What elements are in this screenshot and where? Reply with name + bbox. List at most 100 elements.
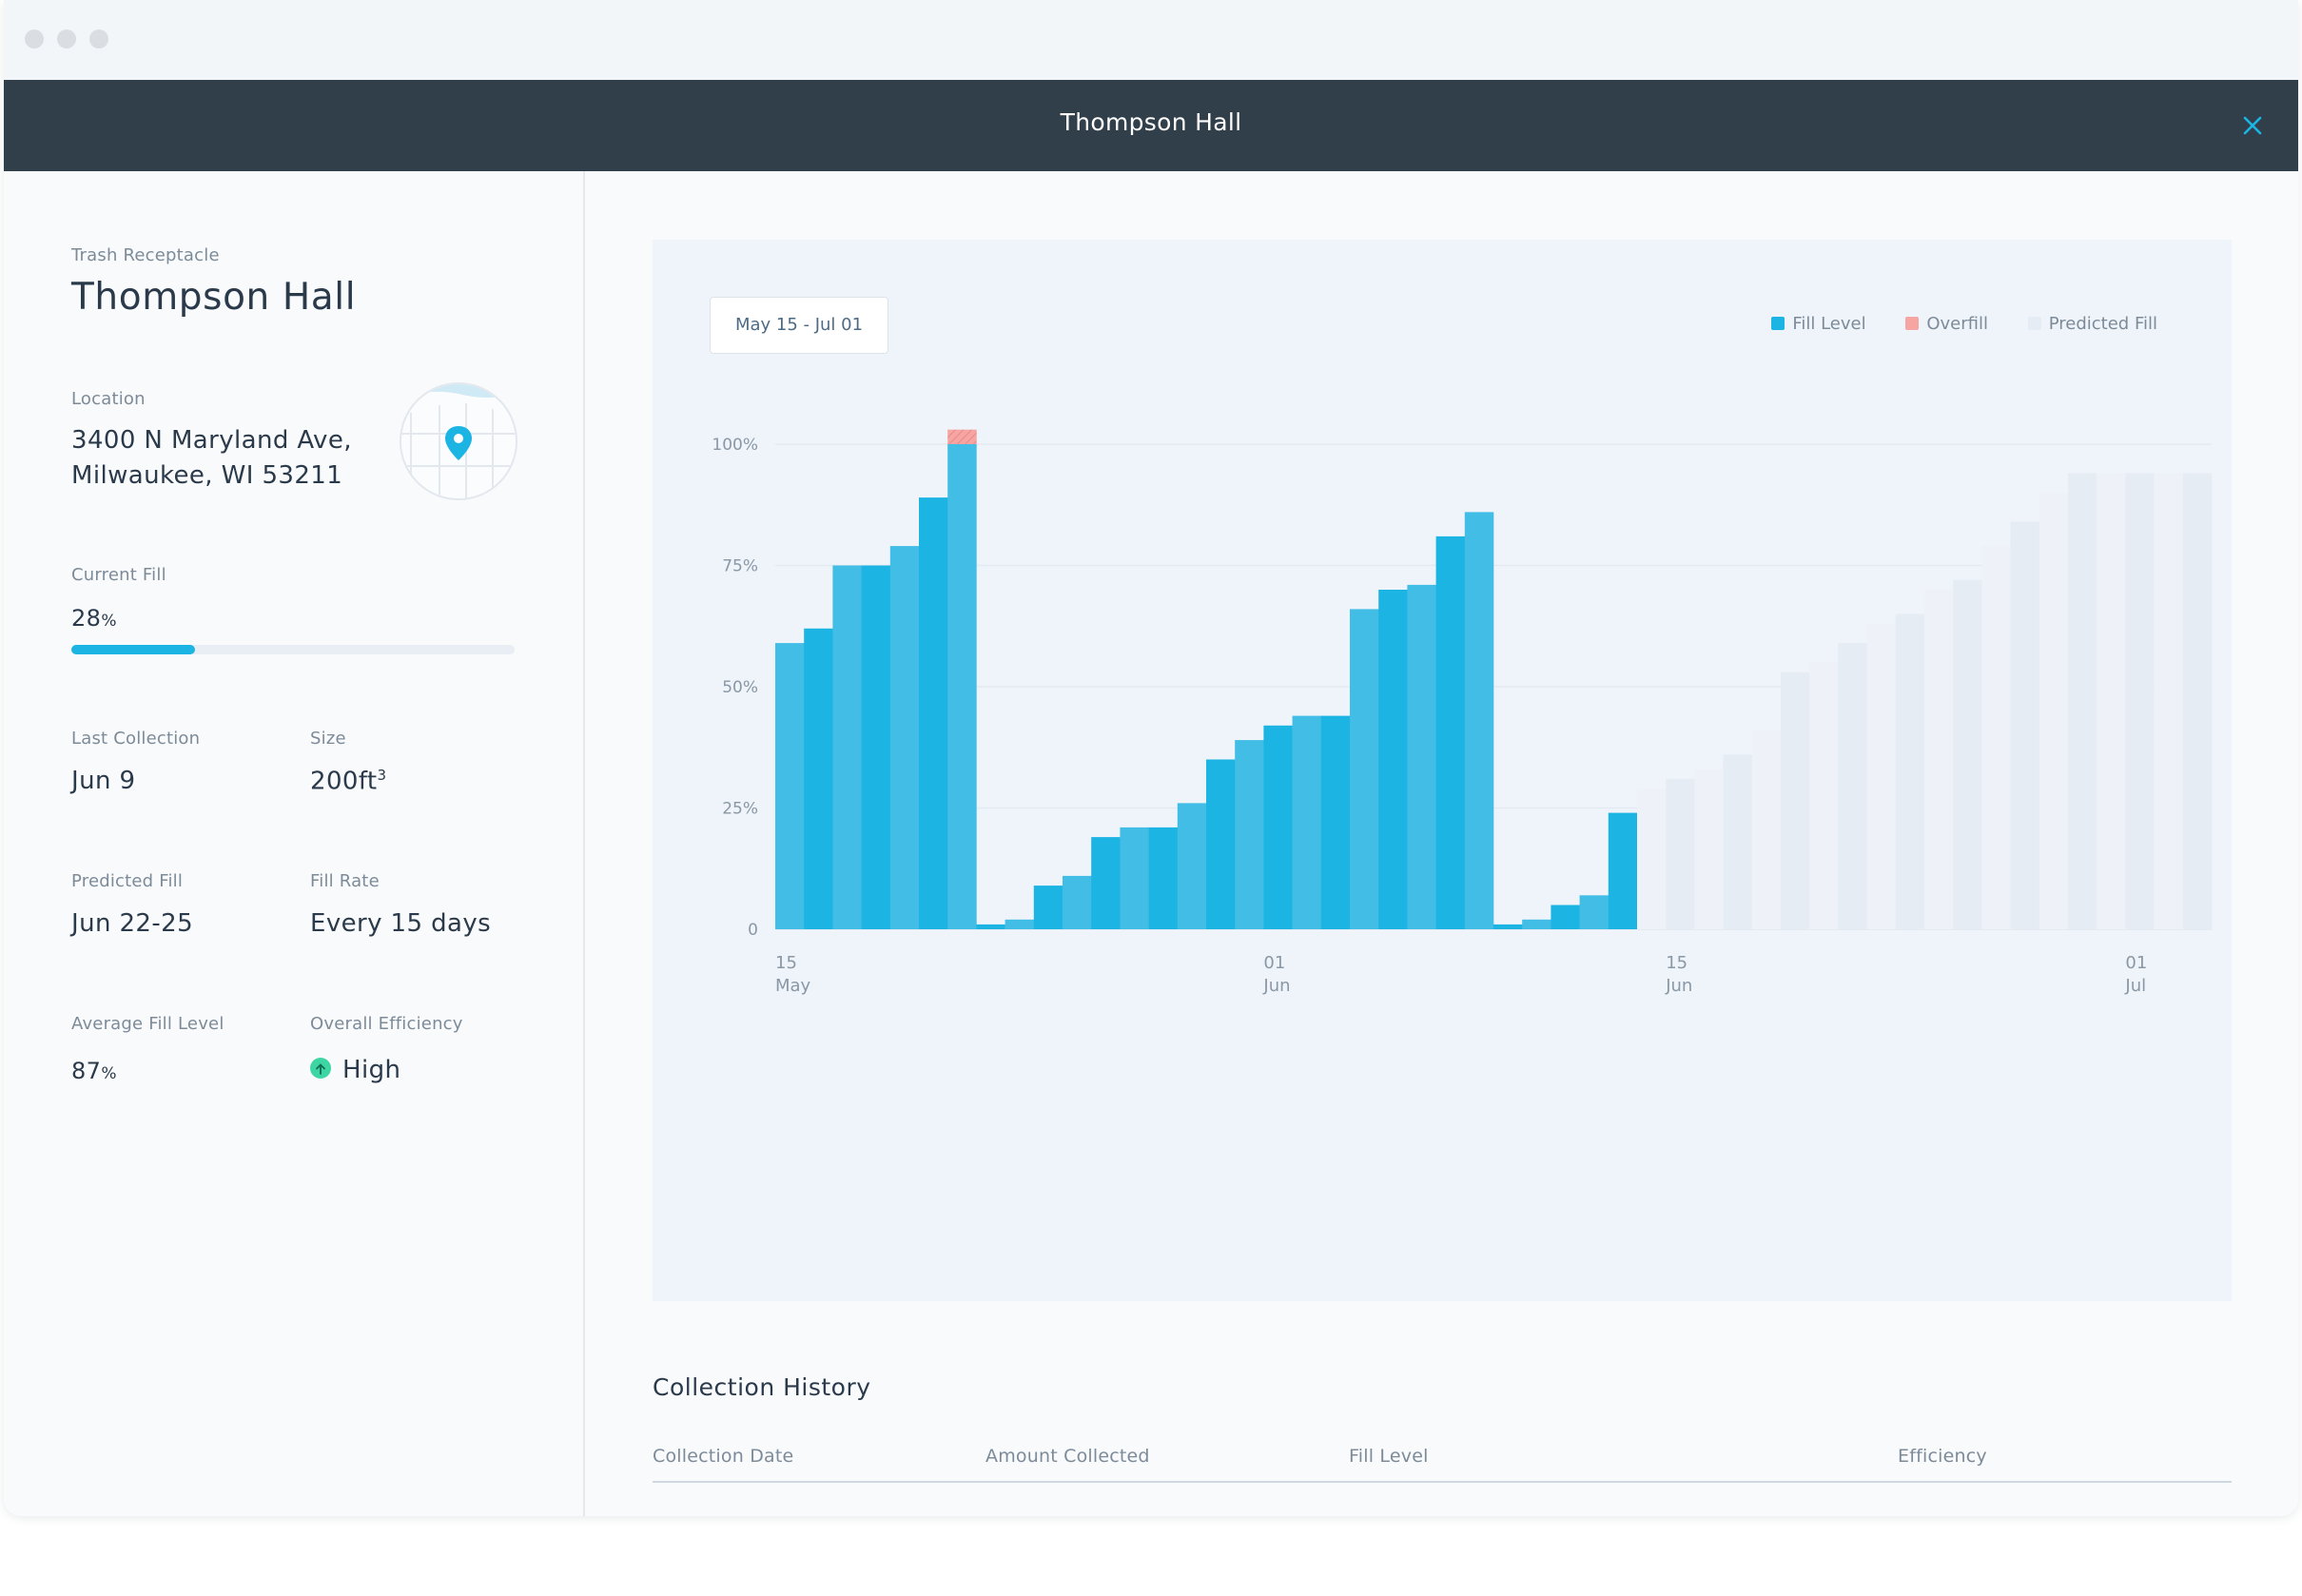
window-close-dot[interactable]	[25, 29, 44, 49]
predicted-bar	[1981, 546, 2011, 929]
predicted-bar	[1809, 662, 1839, 929]
modal-title: Thompson Hall	[1060, 108, 1242, 136]
avg-fill-label: Average Fill Level	[71, 1014, 224, 1034]
current-fill-unit: %	[101, 612, 117, 631]
fill-bar	[1378, 590, 1408, 929]
legend-fill-swatch	[1771, 317, 1785, 330]
x-tick-month: May	[775, 976, 811, 996]
fill-bar	[1235, 740, 1264, 929]
predicted-bar	[2154, 473, 2184, 929]
modal-header: Thompson Hall	[4, 80, 2298, 171]
current-fill-number: 28	[71, 605, 102, 632]
y-tick-label: 75%	[722, 557, 758, 576]
predicted-bar	[1838, 643, 1867, 929]
legend-predicted-fill: Predicted Fill	[2027, 314, 2157, 334]
fill-bar	[1522, 919, 1551, 929]
y-tick-label: 0	[748, 921, 758, 940]
predicted-bar	[2182, 473, 2213, 929]
current-fill-label: Current Fill	[71, 565, 166, 585]
last-collection-label: Last Collection	[71, 729, 201, 749]
size-number: 200ft	[310, 767, 378, 796]
legend-predicted-swatch	[2027, 317, 2041, 330]
fill-bar	[1292, 715, 1322, 929]
arrow-up-glyph	[316, 1062, 325, 1075]
efficiency-label: Overall Efficiency	[310, 1014, 463, 1034]
efficiency-text: High	[342, 1056, 401, 1084]
predicted-bar	[1866, 623, 1897, 929]
predicted-bar	[2010, 521, 2040, 929]
col-amount-collected[interactable]: Amount Collected	[985, 1446, 1150, 1467]
collection-history-title: Collection History	[653, 1373, 871, 1401]
legend-overfill-swatch	[1905, 317, 1920, 330]
predicted-bar	[1723, 754, 1753, 929]
y-tick-label: 50%	[722, 678, 758, 697]
fill-bar	[1464, 512, 1494, 929]
last-collection-value: Jun 9	[71, 767, 136, 795]
fill-bar	[1407, 584, 1436, 929]
map-thumbnail	[401, 384, 516, 498]
address: 3400 N Maryland Ave, Milwaukee, WI 53211	[71, 423, 352, 494]
predicted-bar	[1694, 769, 1724, 929]
fill-level-chart: 0 25% 50% 75% 100% 15 May 01 Jun 15 Jun 01 Jul	[712, 429, 2213, 996]
predicted-fill-value: Jun 22-25	[71, 909, 194, 938]
location-map[interactable]	[400, 382, 517, 500]
predicted-bar	[1666, 778, 1695, 929]
current-fill-progress	[71, 645, 196, 654]
fill-bar	[1608, 812, 1638, 929]
fill-bar	[1177, 803, 1207, 929]
avg-fill-value: 87%	[71, 1058, 117, 1084]
fill-bar	[832, 565, 862, 929]
receptacle-name: Thompson Hall	[71, 276, 357, 319]
size-label: Size	[310, 729, 346, 749]
arrow-up-icon	[310, 1057, 331, 1079]
date-range-button[interactable]: May 15 - Jul 01	[710, 297, 888, 354]
x-tick-month: Jun	[1665, 976, 1692, 996]
fill-bar	[1435, 535, 1466, 929]
fill-bar	[1148, 827, 1179, 929]
size-exponent: 3	[377, 767, 387, 784]
fill-bar	[804, 628, 833, 929]
col-fill-level[interactable]: Fill Level	[1349, 1446, 1429, 1467]
x-tick-day: 01	[1263, 953, 1285, 973]
y-tick-label: 100%	[712, 436, 758, 455]
legend-predicted-label: Predicted Fill	[2048, 314, 2157, 334]
avg-fill-unit: %	[101, 1064, 117, 1083]
chart-legend: Fill Level Overfill Predicted Fill	[1737, 314, 2157, 334]
address-line1: 3400 N Maryland Ave,	[71, 426, 352, 455]
fill-bar	[1579, 895, 1609, 929]
x-tick-day: 15	[775, 953, 797, 973]
fill-bar	[1063, 875, 1092, 929]
fill-bar	[1493, 924, 1523, 929]
fill-rate-value: Every 15 days	[310, 909, 492, 938]
window-maximize-dot[interactable]	[89, 29, 108, 49]
current-fill-track	[71, 645, 515, 654]
col-collection-date[interactable]: Collection Date	[653, 1446, 794, 1467]
chart-panel: May 15 - Jul 01 Fill Level Overfill Pred…	[653, 240, 2232, 1301]
avg-fill-number: 87	[71, 1058, 102, 1084]
predicted-bar	[1637, 788, 1667, 929]
fill-bar	[775, 643, 805, 929]
map-pin-dot	[454, 434, 463, 443]
map-water	[401, 384, 516, 398]
fill-bar	[947, 444, 977, 929]
predicted-bar	[1924, 590, 1954, 929]
predicted-bar	[1895, 613, 1925, 929]
window-minimize-dot[interactable]	[57, 29, 76, 49]
predicted-fill-label: Predicted Fill	[71, 871, 184, 891]
fill-bar	[1350, 609, 1379, 929]
col-efficiency[interactable]: Efficiency	[1898, 1446, 1987, 1467]
x-tick-month: Jul	[2124, 976, 2146, 996]
location-label: Location	[71, 389, 146, 409]
details-sidebar: Trash Receptacle Thompson Hall Location …	[4, 171, 585, 1516]
x-tick-month: Jun	[1262, 976, 1290, 996]
overfill-bar	[947, 429, 977, 444]
receptacle-type-label: Trash Receptacle	[71, 245, 220, 265]
efficiency-value: High	[310, 1056, 400, 1084]
fill-bar	[1320, 715, 1351, 929]
modal-content: Trash Receptacle Thompson Hall Location …	[4, 171, 2298, 1516]
close-icon[interactable]	[2241, 114, 2264, 137]
predicted-bar	[1751, 730, 1782, 929]
fill-bar	[861, 565, 891, 929]
predicted-bar	[2068, 473, 2097, 929]
legend-overfill: Overfill	[1905, 314, 1988, 334]
